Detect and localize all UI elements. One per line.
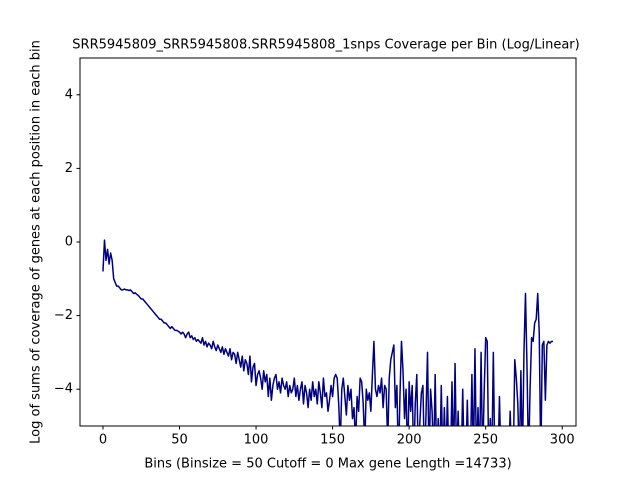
x-tick-label: 200 [397,433,422,448]
chart-title: SRR5945809_SRR5945808.SRR5945808_1snps C… [72,38,579,53]
x-tick-label: 300 [550,433,575,448]
x-tick-label: 50 [171,433,188,448]
x-tick-label: 150 [320,433,345,448]
y-tick-label: 4 [65,87,73,102]
plot-area [102,239,554,426]
y-axis-label: Log of sums of coverage of genes at each… [29,40,44,444]
y-tick-label: −2 [54,308,73,323]
x-axis-label: Bins (Binsize = 50 Cutoff = 0 Max gene L… [144,457,511,472]
y-tick-label: −4 [54,382,73,397]
x-tick-label: 0 [99,433,107,448]
y-tick-label: 2 [65,161,73,176]
x-tick-label: 100 [244,433,269,448]
x-tick-label: 250 [473,433,498,448]
y-tick-label: 0 [65,235,73,250]
data-line [102,239,554,426]
